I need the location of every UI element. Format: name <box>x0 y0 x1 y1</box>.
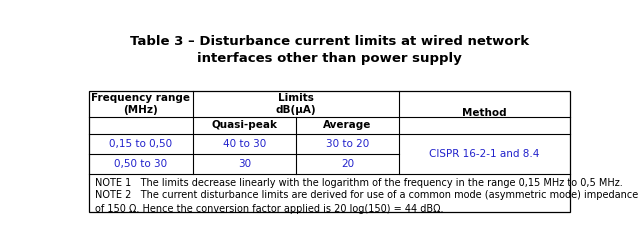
Text: 0,15 to 0,50: 0,15 to 0,50 <box>109 139 172 149</box>
Text: Table 3 – Disturbance current limits at wired network
interfaces other than powe: Table 3 – Disturbance current limits at … <box>130 35 529 65</box>
Text: Limits
dB(μA): Limits dB(μA) <box>276 93 316 115</box>
Text: CISPR 16-2-1 and 8.4: CISPR 16-2-1 and 8.4 <box>430 149 539 159</box>
Text: 20: 20 <box>341 159 354 169</box>
Text: NOTE 2   The current disturbance limits are derived for use of a common mode (as: NOTE 2 The current disturbance limits ar… <box>95 190 638 213</box>
Bar <box>89 91 570 212</box>
Text: 30: 30 <box>238 159 251 169</box>
Text: Average: Average <box>323 120 372 130</box>
Text: 30 to 20: 30 to 20 <box>326 139 369 149</box>
Text: Frequency range
(MHz): Frequency range (MHz) <box>91 93 190 115</box>
Text: 40 to 30: 40 to 30 <box>222 139 266 149</box>
Text: NOTE 1   The limits decrease linearly with the logarithm of the frequency in the: NOTE 1 The limits decrease linearly with… <box>95 178 623 188</box>
Text: Quasi-peak: Quasi-peak <box>212 120 277 130</box>
Text: 0,50 to 30: 0,50 to 30 <box>114 159 168 169</box>
Text: Method: Method <box>462 108 507 118</box>
